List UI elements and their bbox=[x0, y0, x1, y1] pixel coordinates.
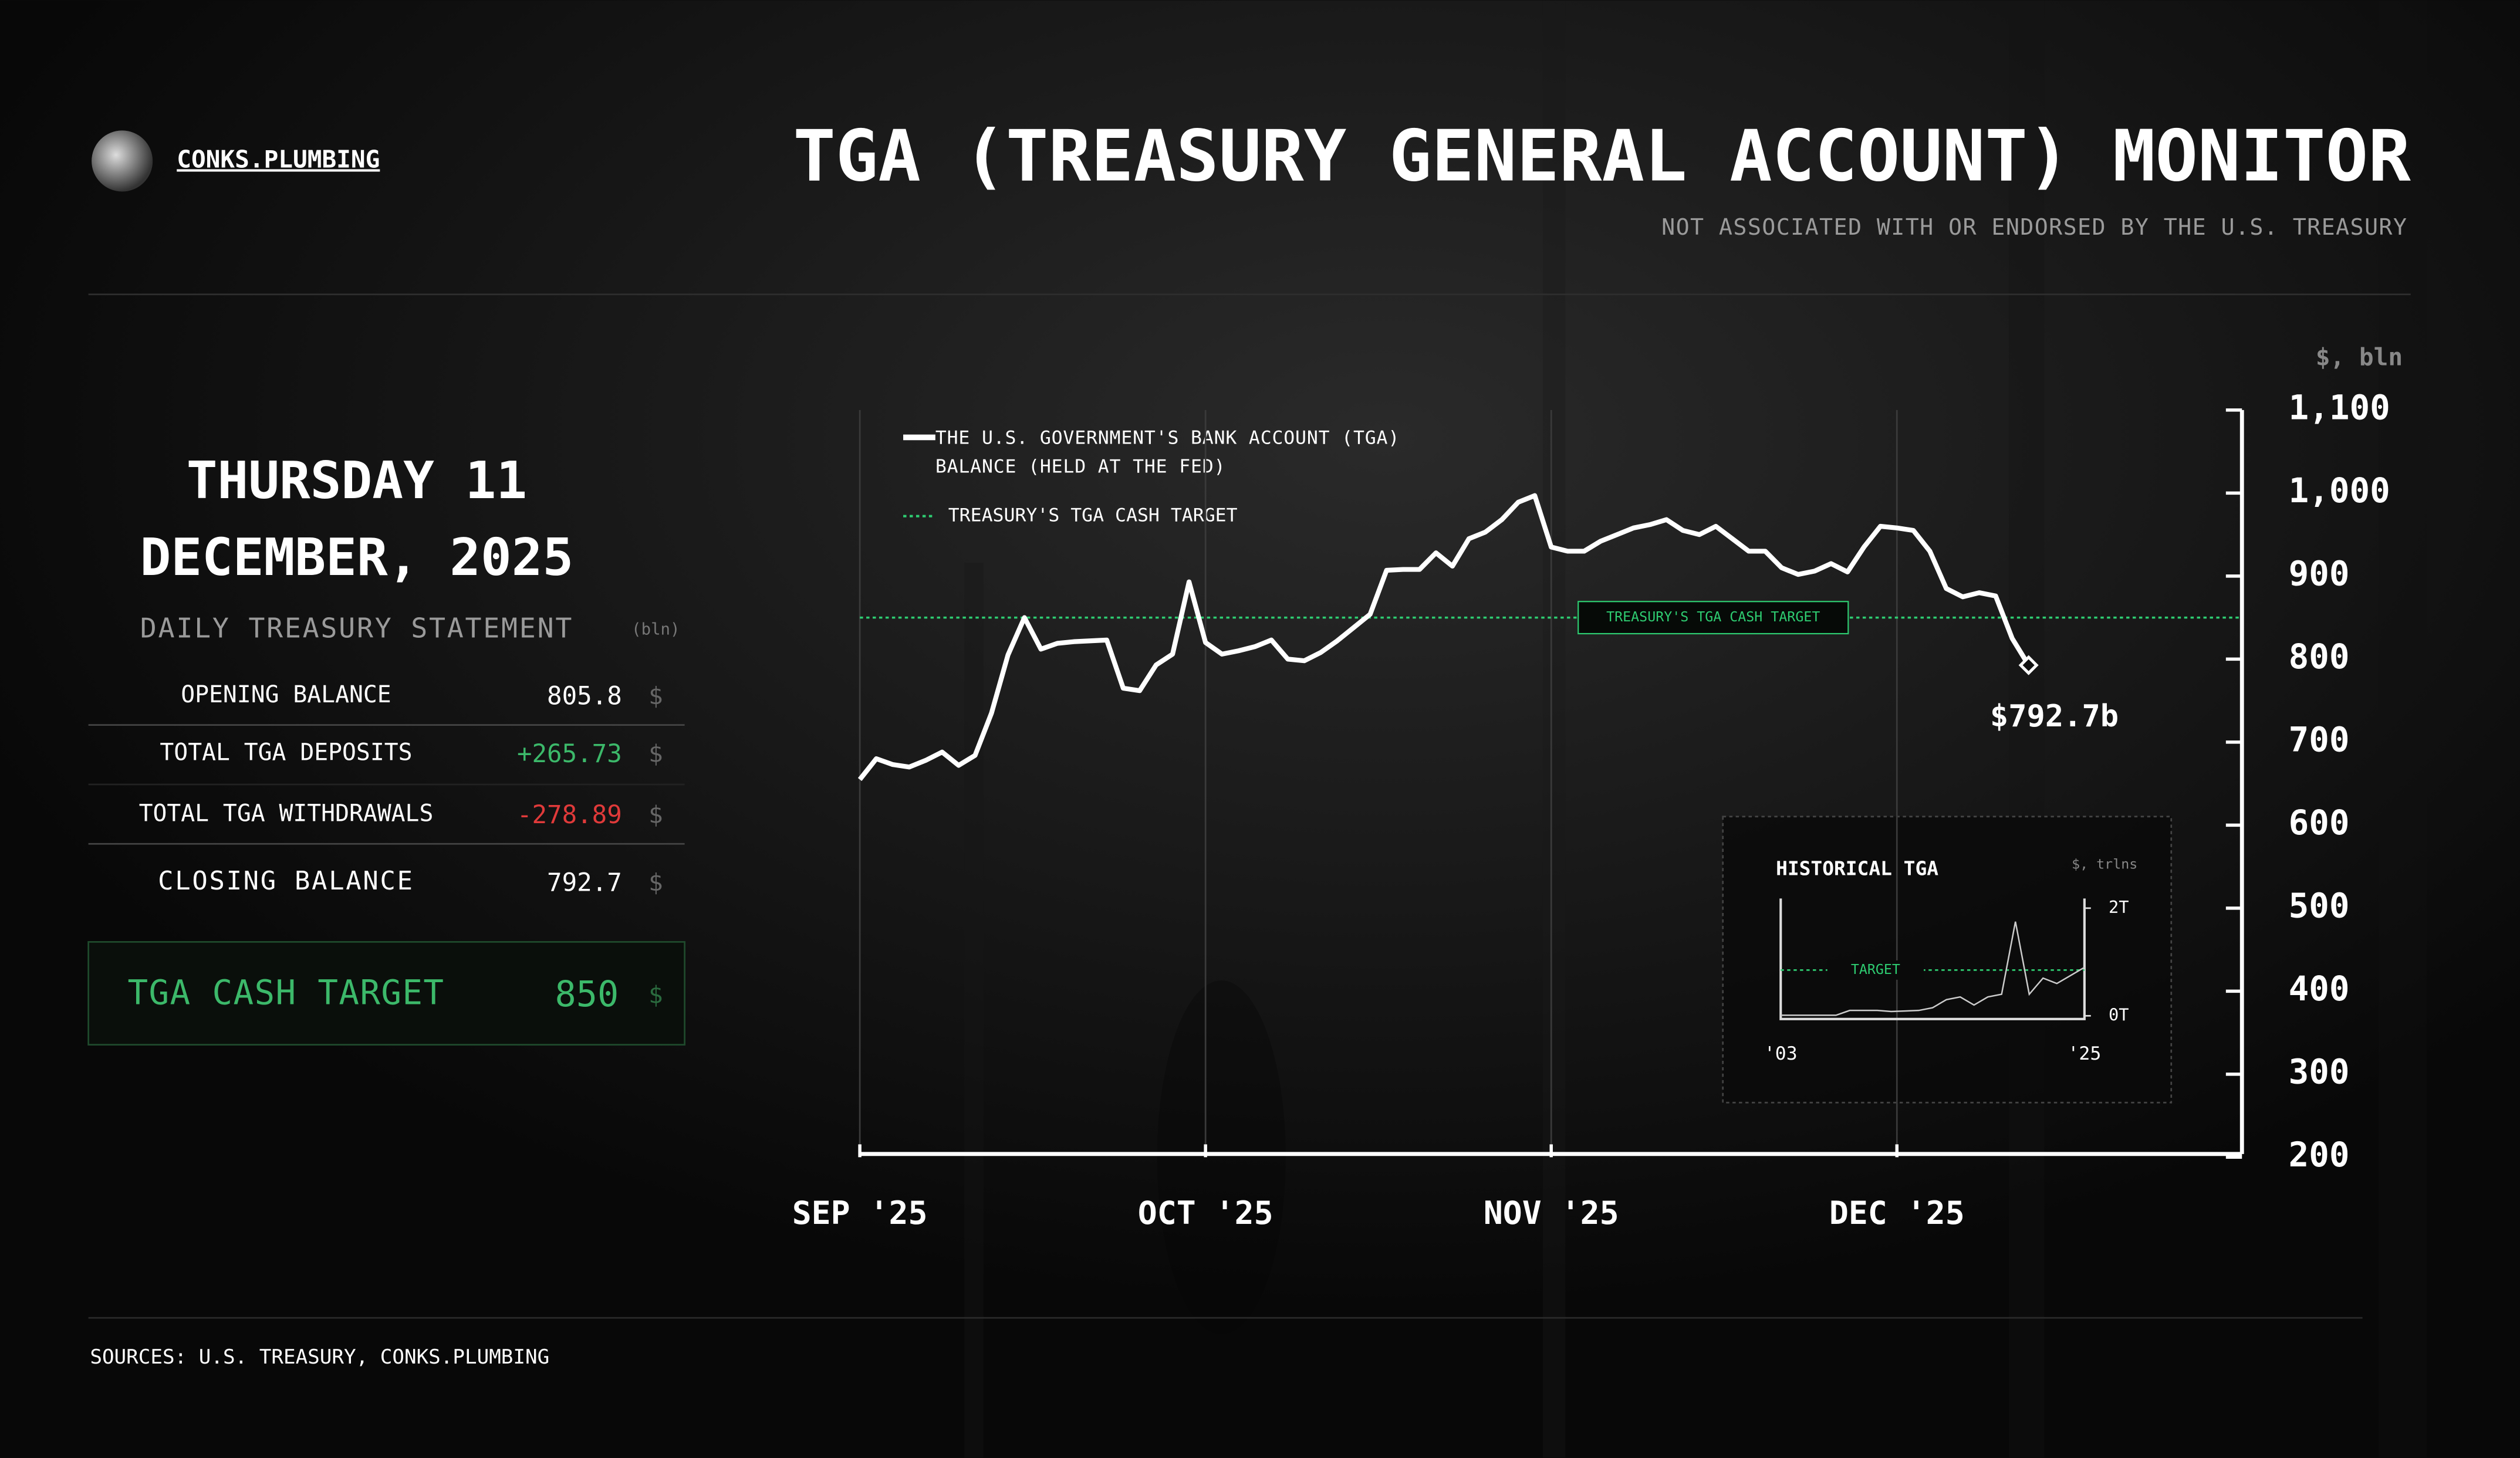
row-label: TOTAL TGA DEPOSITS bbox=[160, 739, 412, 766]
row-value: +265.73 bbox=[517, 740, 622, 769]
row-currency: $ bbox=[648, 868, 663, 897]
y-unit: $, bln bbox=[2316, 343, 2403, 371]
inset-y-tick-label: 2T bbox=[2109, 897, 2129, 917]
statement-unit: (bln) bbox=[631, 621, 680, 639]
inset-target-label-bg bbox=[1827, 960, 1924, 980]
brand-link[interactable]: CONKS.PLUMBING bbox=[177, 145, 380, 173]
inset-title: HISTORICAL TGA bbox=[1776, 857, 1938, 880]
sources: SOURCES: U.S. TREASURY, CONKS.PLUMBING bbox=[90, 1345, 549, 1369]
statement-title: DAILY TREASURY STATEMENT bbox=[140, 613, 573, 644]
row-value: -278.89 bbox=[517, 801, 622, 830]
target-box bbox=[87, 941, 685, 1046]
page-subtitle: NOT ASSOCIATED WITH OR ENDORSED BY THE U… bbox=[1661, 214, 2407, 241]
row-label: TOTAL TGA WITHDRAWALS bbox=[139, 800, 434, 827]
y-tick-label: 1,000 bbox=[2289, 471, 2390, 510]
inset-axes bbox=[1779, 898, 2086, 1020]
target-currency: $ bbox=[648, 980, 663, 1009]
y-tick-label: 1,100 bbox=[2289, 388, 2390, 428]
background-trees bbox=[964, 0, 2427, 1458]
inset-frame bbox=[1722, 816, 2173, 1104]
x-tick-label: OCT '25 bbox=[1138, 1194, 1273, 1232]
y-tick-label: 300 bbox=[2289, 1052, 2350, 1091]
row-label: CLOSING BALANCE bbox=[158, 866, 414, 896]
row-value: 792.7 bbox=[547, 868, 622, 897]
y-tick-label: 900 bbox=[2289, 554, 2350, 594]
brand-logo bbox=[92, 130, 153, 192]
row-currency: $ bbox=[648, 801, 663, 829]
x-tick-label: DEC '25 bbox=[1829, 1194, 1965, 1232]
legend-label: THE U.S. GOVERNMENT'S BANK ACCOUNT (TGA)… bbox=[935, 426, 1400, 478]
legend-entry: THE U.S. GOVERNMENT'S BANK ACCOUNT (TGA)… bbox=[935, 426, 1400, 478]
end-marker bbox=[2018, 655, 2039, 675]
x-tick-label: SEP '25 bbox=[792, 1194, 928, 1232]
y-tick-label: 600 bbox=[2289, 803, 2350, 843]
inset-unit: $, trlns bbox=[2072, 856, 2137, 872]
row-label: OPENING BALANCE bbox=[181, 681, 391, 708]
target-label: TGA CASH TARGET bbox=[128, 973, 445, 1012]
y-tick-label: 500 bbox=[2289, 886, 2350, 925]
value-label: $792.7b bbox=[1990, 699, 2119, 734]
legend-label: TREASURY'S TGA CASH TARGET bbox=[948, 505, 1238, 526]
inset-x-tick-label: '03 bbox=[1764, 1043, 1798, 1064]
x-tick-label: NOV '25 bbox=[1484, 1194, 1619, 1232]
y-tick-label: 700 bbox=[2289, 720, 2350, 759]
date-line: DECEMBER, 2025 bbox=[140, 527, 574, 587]
series-line bbox=[857, 493, 2031, 782]
inset-target-label: TARGET bbox=[1851, 962, 1900, 977]
y-tick-label: 200 bbox=[2289, 1135, 2350, 1175]
target-value: 850 bbox=[555, 974, 619, 1015]
row-value: 805.8 bbox=[547, 682, 622, 711]
inset-x-tick-label: '25 bbox=[2068, 1043, 2101, 1064]
page-title: TGA (TREASURY GENERAL ACCOUNT) MONITOR bbox=[793, 116, 2411, 198]
y-tick-label: 400 bbox=[2289, 969, 2350, 1009]
y-tick-label: 800 bbox=[2289, 637, 2350, 676]
inset-series-line bbox=[1781, 921, 2085, 1016]
row-currency: $ bbox=[648, 682, 663, 710]
inset-y-tick-label: 0T bbox=[2109, 1004, 2129, 1024]
target-annotation-box bbox=[1577, 601, 1849, 635]
date-line: THURSDAY 11 bbox=[187, 451, 527, 510]
target-annotation: TREASURY'S TGA CASH TARGET bbox=[1606, 609, 1820, 625]
row-currency: $ bbox=[648, 740, 663, 768]
